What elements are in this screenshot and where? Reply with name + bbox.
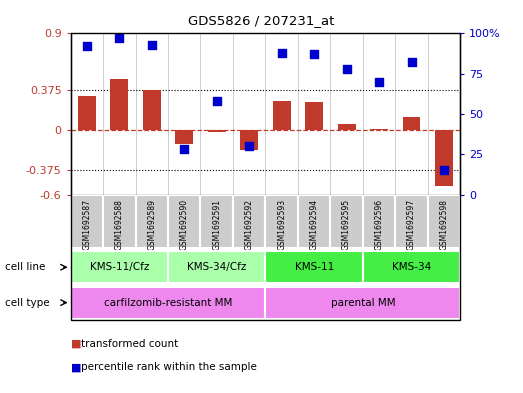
- Point: [147, 42, 156, 48]
- Bar: [168, 195, 200, 248]
- Point: [440, 167, 448, 174]
- Bar: [305, 102, 323, 130]
- Text: GSM1692595: GSM1692595: [342, 199, 351, 250]
- Bar: [363, 195, 395, 248]
- Text: ■: ■: [71, 362, 81, 373]
- Text: cell line: cell line: [5, 262, 46, 272]
- Bar: [266, 252, 363, 283]
- Text: GSM1692596: GSM1692596: [374, 199, 383, 250]
- Text: GSM1692588: GSM1692588: [115, 199, 124, 250]
- Bar: [71, 252, 168, 283]
- Bar: [168, 252, 266, 283]
- Text: cell type: cell type: [5, 298, 50, 308]
- Text: GSM1692590: GSM1692590: [180, 199, 189, 250]
- Bar: [135, 195, 168, 248]
- Point: [115, 35, 123, 41]
- Bar: [395, 195, 428, 248]
- Text: GSM1692592: GSM1692592: [245, 199, 254, 250]
- Text: GSM1692587: GSM1692587: [82, 199, 92, 250]
- Bar: [298, 195, 331, 248]
- Point: [180, 146, 188, 152]
- Bar: [266, 195, 298, 248]
- Text: KMS-34/Cfz: KMS-34/Cfz: [187, 262, 246, 272]
- Bar: [103, 195, 135, 248]
- Text: transformed count: transformed count: [81, 339, 178, 349]
- Bar: [331, 195, 363, 248]
- Bar: [370, 129, 388, 130]
- Bar: [403, 117, 420, 130]
- Text: ■: ■: [71, 339, 81, 349]
- Bar: [200, 195, 233, 248]
- Bar: [266, 287, 460, 318]
- Bar: [110, 79, 128, 130]
- Bar: [175, 130, 193, 144]
- Text: GSM1692598: GSM1692598: [439, 199, 449, 250]
- Point: [375, 79, 383, 85]
- Text: GSM1692589: GSM1692589: [147, 199, 156, 250]
- Bar: [363, 252, 460, 283]
- Text: GSM1692591: GSM1692591: [212, 199, 221, 250]
- Text: GSM1692594: GSM1692594: [310, 199, 319, 250]
- Text: parental MM: parental MM: [331, 298, 395, 308]
- Bar: [233, 195, 266, 248]
- Text: percentile rank within the sample: percentile rank within the sample: [81, 362, 257, 373]
- Bar: [272, 101, 291, 130]
- Text: KMS-11/Cfz: KMS-11/Cfz: [89, 262, 149, 272]
- Bar: [143, 90, 161, 130]
- Point: [245, 143, 253, 149]
- Text: GDS5826 / 207231_at: GDS5826 / 207231_at: [188, 14, 335, 27]
- Bar: [71, 195, 103, 248]
- Point: [343, 66, 351, 72]
- Text: KMS-11: KMS-11: [294, 262, 334, 272]
- Bar: [208, 130, 225, 132]
- Bar: [435, 130, 453, 186]
- Point: [212, 98, 221, 104]
- Text: GSM1692597: GSM1692597: [407, 199, 416, 250]
- Bar: [71, 287, 266, 318]
- Point: [407, 59, 416, 66]
- Text: carfilzomib-resistant MM: carfilzomib-resistant MM: [104, 298, 232, 308]
- Bar: [78, 96, 96, 130]
- Point: [310, 51, 319, 57]
- Bar: [240, 130, 258, 151]
- Text: KMS-34: KMS-34: [392, 262, 431, 272]
- Bar: [428, 195, 460, 248]
- Text: GSM1692593: GSM1692593: [277, 199, 286, 250]
- Point: [83, 43, 91, 50]
- Bar: [338, 124, 356, 130]
- Point: [278, 50, 286, 56]
